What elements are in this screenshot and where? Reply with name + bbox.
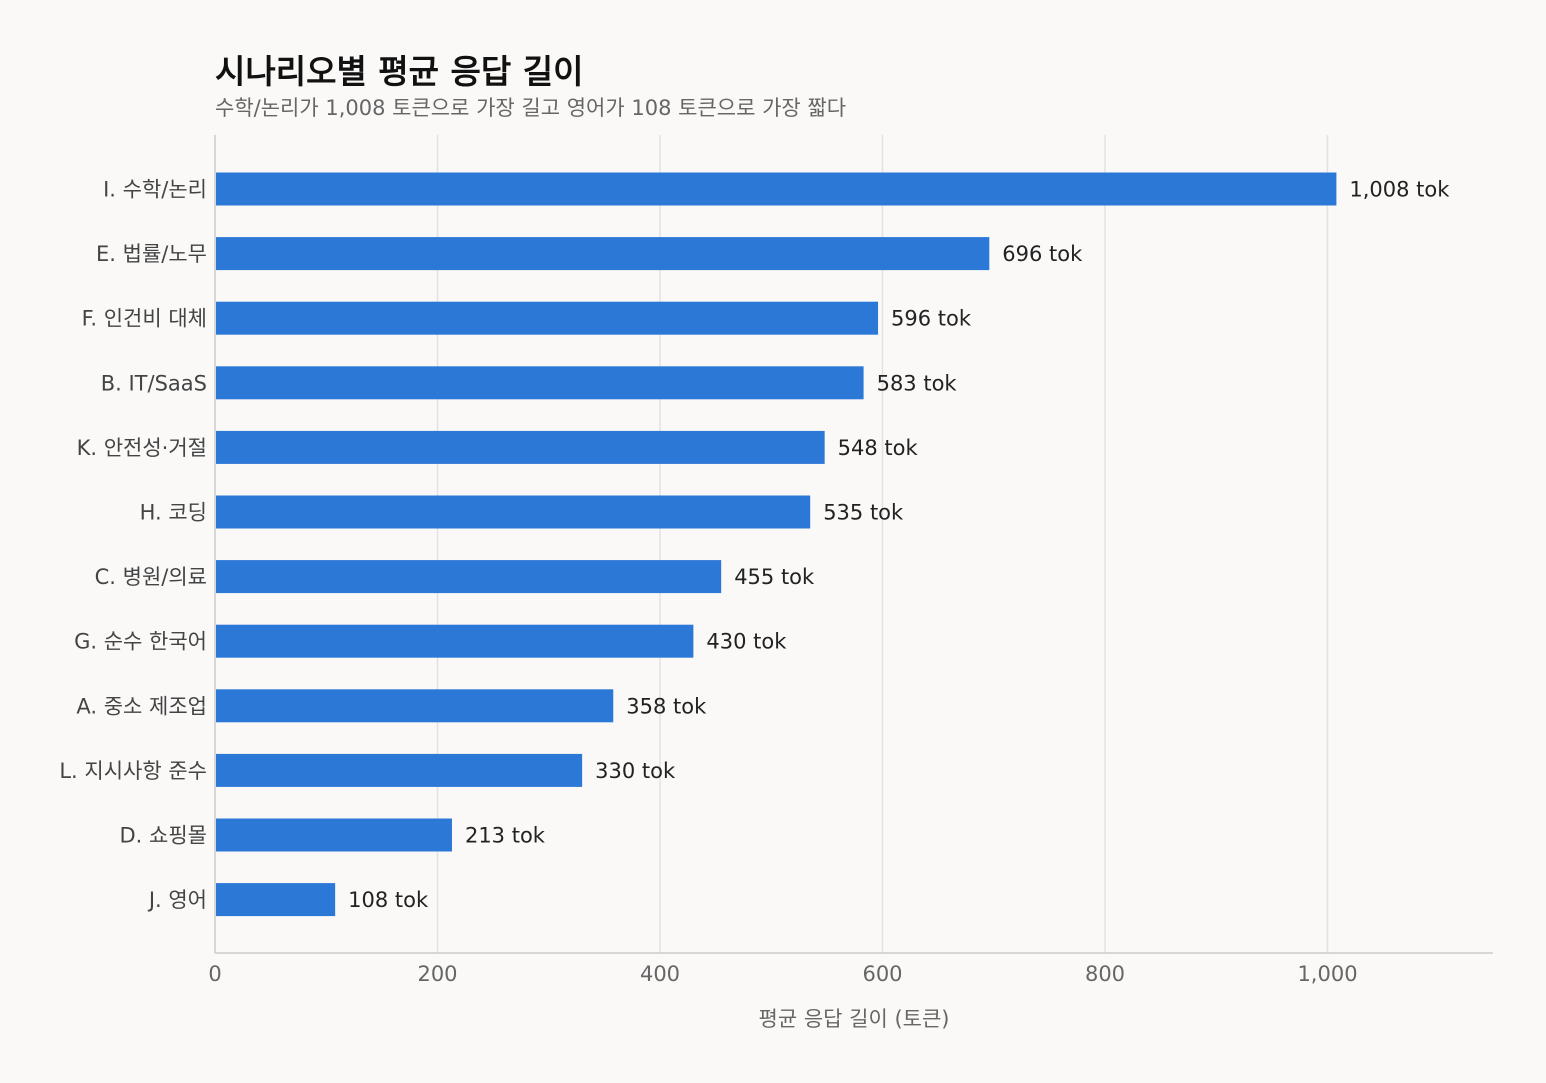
category-label: A. 중소 제조업 <box>76 694 207 718</box>
category-label: L. 지시사항 준수 <box>59 759 207 783</box>
bar <box>216 495 811 529</box>
category-label: D. 쇼핑몰 <box>120 824 207 848</box>
chart-subtitle: 수학/논리가 1,008 토큰으로 가장 길고 영어가 108 토큰으로 가장 … <box>215 96 847 120</box>
bar <box>216 560 722 594</box>
x-tick-label: 200 <box>417 962 457 986</box>
value-label: 455 tok <box>734 565 815 589</box>
value-label: 430 tok <box>706 630 787 654</box>
value-label: 696 tok <box>1002 242 1083 266</box>
x-tick-label: 600 <box>862 962 902 986</box>
bar <box>216 366 864 400</box>
value-label: 583 tok <box>877 371 958 395</box>
bar <box>216 430 825 464</box>
value-label: 548 tok <box>838 436 919 460</box>
value-label: 535 tok <box>823 501 904 525</box>
chart-title: 시나리오별 평균 응답 길이 <box>215 52 584 91</box>
category-label: E. 법률/노무 <box>96 242 207 266</box>
bar <box>216 237 990 271</box>
x-tick-label: 1,000 <box>1297 962 1357 986</box>
value-label: 108 tok <box>348 888 429 912</box>
category-label: J. 영어 <box>147 888 207 912</box>
category-label: G. 순수 한국어 <box>74 630 207 654</box>
bar <box>216 818 452 852</box>
value-label: 213 tok <box>465 824 546 848</box>
x-tick-label: 800 <box>1085 962 1125 986</box>
x-axis-title: 평균 응답 길이 (토큰) <box>759 1007 950 1031</box>
category-label: K. 안전성·거절 <box>77 436 207 460</box>
bar <box>216 883 336 917</box>
bar <box>216 624 694 658</box>
category-label: H. 코딩 <box>140 501 207 525</box>
category-label: C. 병원/의료 <box>95 565 207 589</box>
value-label: 358 tok <box>626 694 707 718</box>
value-label: 1,008 tok <box>1349 178 1450 202</box>
bar <box>216 753 583 787</box>
value-label: 596 tok <box>891 307 972 331</box>
x-tick-label: 400 <box>640 962 680 986</box>
value-label: 330 tok <box>595 759 676 783</box>
category-label: I. 수학/논리 <box>103 178 207 202</box>
category-label: F. 인건비 대체 <box>82 307 207 331</box>
bar <box>216 689 614 723</box>
bar <box>216 172 1337 206</box>
x-tick-label: 0 <box>208 962 221 986</box>
category-label: B. IT/SaaS <box>101 371 207 395</box>
bar <box>216 301 879 335</box>
